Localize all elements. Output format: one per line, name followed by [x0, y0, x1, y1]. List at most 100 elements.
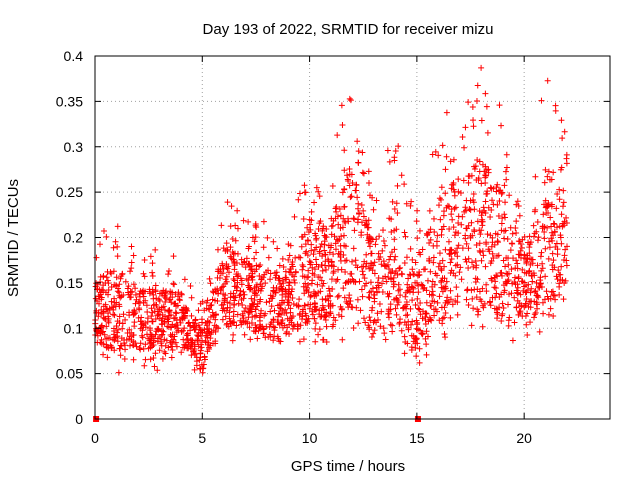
- data-point: [257, 261, 264, 268]
- y-tick-label: 0.1: [64, 320, 84, 336]
- data-point: [159, 328, 166, 335]
- data-point: [317, 274, 324, 281]
- data-point: [152, 350, 159, 357]
- data-point: [513, 218, 520, 225]
- data-point: [452, 297, 459, 304]
- data-point: [413, 336, 420, 343]
- data-point: [108, 344, 115, 351]
- data-point: [479, 209, 486, 216]
- data-point: [97, 241, 104, 248]
- data-point: [253, 324, 260, 331]
- data-point: [487, 232, 494, 239]
- data-point: [114, 288, 121, 295]
- data-point: [431, 312, 438, 319]
- data-point: [434, 299, 441, 306]
- data-point: [334, 293, 341, 300]
- data-point: [178, 349, 185, 356]
- data-point: [126, 335, 133, 342]
- data-point: [221, 299, 228, 306]
- data-point: [222, 276, 229, 283]
- data-point: [206, 275, 213, 282]
- data-point: [214, 246, 221, 253]
- data-point: [300, 216, 307, 223]
- data-point: [147, 327, 154, 334]
- data-point: [559, 135, 566, 142]
- data-point: [197, 350, 204, 357]
- data-point: [359, 293, 366, 300]
- data-point: [391, 227, 398, 234]
- data-point: [312, 338, 319, 345]
- data-point: [405, 318, 412, 325]
- data-point: [173, 343, 180, 350]
- data-point: [337, 257, 344, 264]
- data-point: [479, 216, 486, 223]
- data-point: [197, 300, 204, 307]
- data-point: [238, 281, 245, 288]
- data-point: [328, 258, 335, 265]
- data-point: [403, 254, 410, 261]
- data-point: [158, 290, 165, 297]
- data-point: [541, 179, 548, 186]
- data-point: [359, 149, 366, 156]
- data-point: [208, 301, 215, 308]
- data-point: [368, 333, 375, 340]
- data-point: [429, 288, 436, 295]
- data-point: [503, 164, 510, 171]
- data-point: [154, 367, 161, 374]
- data-point: [248, 263, 255, 270]
- data-point: [170, 280, 177, 287]
- data-point: [101, 315, 108, 322]
- data-point: [538, 249, 545, 256]
- data-point: [374, 310, 381, 317]
- data-point: [419, 315, 426, 322]
- data-point: [312, 320, 319, 327]
- data-point: [218, 302, 225, 309]
- data-point: [465, 265, 472, 271]
- data-point: [224, 304, 231, 311]
- data-point: [494, 181, 501, 188]
- data-point: [540, 310, 547, 317]
- data-point: [332, 240, 339, 247]
- data-point: [251, 313, 258, 320]
- data-point: [439, 226, 446, 233]
- data-point: [159, 355, 166, 362]
- data-point: [155, 311, 162, 318]
- data-point: [522, 289, 529, 296]
- data-point: [454, 293, 461, 300]
- data-point: [100, 282, 107, 289]
- data-point: [114, 338, 121, 345]
- data-point: [559, 220, 566, 227]
- data-point: [544, 77, 551, 84]
- data-point: [323, 266, 330, 273]
- data-point: [338, 313, 345, 320]
- data-point: [342, 268, 349, 275]
- data-point: [524, 332, 531, 339]
- data-point: [207, 314, 214, 321]
- data-point: [130, 338, 137, 345]
- data-point: [403, 200, 410, 207]
- data-point: [412, 302, 419, 309]
- data-point: [401, 259, 408, 266]
- data-point: [115, 326, 122, 333]
- data-point: [479, 222, 486, 229]
- data-point: [265, 254, 272, 261]
- data-point: [541, 235, 548, 242]
- data-point: [316, 326, 323, 333]
- data-point: [302, 280, 309, 287]
- data-point: [147, 356, 154, 363]
- data-point: [347, 97, 354, 104]
- data-point: [418, 330, 425, 337]
- data-point: [402, 293, 409, 300]
- data-point: [523, 295, 530, 302]
- data-point: [230, 301, 237, 308]
- data-point: [405, 275, 412, 282]
- data-point: [375, 275, 382, 282]
- data-point: [441, 263, 448, 270]
- data-point: [278, 283, 285, 290]
- data-point: [414, 207, 421, 214]
- data-point: [393, 200, 400, 207]
- data-point: [93, 254, 100, 261]
- data-point: [438, 231, 445, 238]
